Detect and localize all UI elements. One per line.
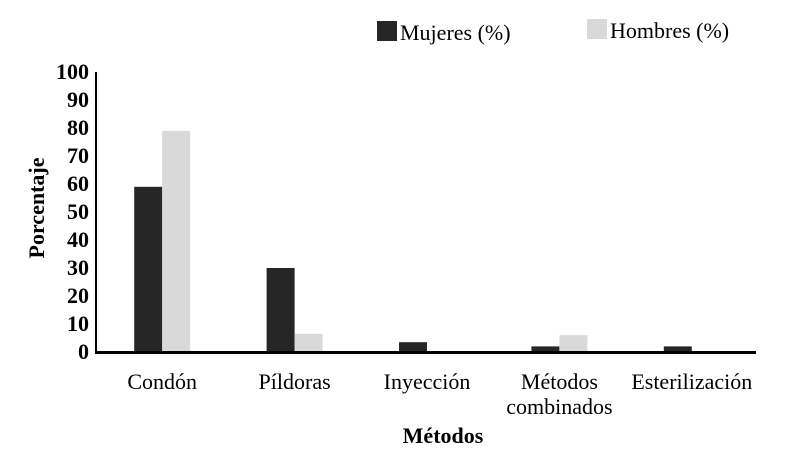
x-axis-categories: Condón Píldoras Inyección Métodoscombinados… xyxy=(127,369,752,419)
y-tick-label: 10 xyxy=(67,311,89,336)
bar-mujeres xyxy=(399,342,427,352)
legend-label: Mujeres (%) xyxy=(400,20,511,45)
y-tick-label: 70 xyxy=(67,143,89,168)
y-tick-label: 90 xyxy=(67,87,89,112)
x-category-label: Condón xyxy=(127,369,197,394)
legend: Mujeres (%) Hombres (%) xyxy=(377,18,729,45)
x-category-label: Píldoras xyxy=(259,369,331,394)
bar-mujeres xyxy=(134,186,163,352)
y-tick-label: 60 xyxy=(67,171,89,196)
x-category-label: combinados xyxy=(506,394,612,419)
x-category-label: Métodos xyxy=(521,369,598,394)
legend-label: Hombres (%) xyxy=(610,18,729,43)
y-axis-title: Porcentaje xyxy=(24,157,49,258)
x-axis-title: Métodos xyxy=(403,423,484,448)
y-tick-label: 40 xyxy=(67,227,89,252)
y-tick-label: 100 xyxy=(56,59,89,84)
y-axis-ticks: 0 10 20 30 40 50 60 70 80 90 100 xyxy=(56,59,89,364)
y-tick-label: 0 xyxy=(78,339,89,364)
bar-mujeres xyxy=(531,346,560,352)
y-tick-label: 30 xyxy=(67,255,89,280)
legend-swatch xyxy=(377,21,397,41)
y-tick-label: 20 xyxy=(67,283,89,308)
bar-hombres xyxy=(294,333,323,352)
y-tick-label: 80 xyxy=(67,115,89,140)
bar-hombres xyxy=(559,335,588,352)
bar-hombres xyxy=(162,130,191,352)
bar-mujeres xyxy=(266,268,295,352)
bars xyxy=(134,130,692,352)
x-category-label: Inyección xyxy=(384,369,471,394)
x-category-label: Esterilización xyxy=(631,369,752,394)
legend-swatch xyxy=(587,19,607,39)
y-tick-label: 50 xyxy=(67,199,89,224)
bar-mujeres xyxy=(663,346,692,352)
